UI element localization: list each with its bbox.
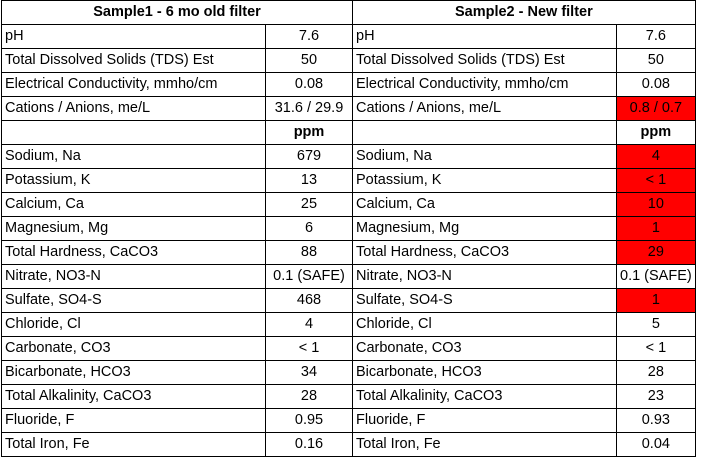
sample2-value: 0.93 <box>616 408 696 433</box>
sample2-value: 1 <box>616 288 696 313</box>
sample1-parameter-label: Fluoride, F <box>1 408 266 433</box>
table-row: Fluoride, F 0.95 Fluoride, F 0.93 <box>1 408 696 433</box>
sample2-value: 50 <box>616 48 696 73</box>
sample2-value: 0.04 <box>616 432 696 457</box>
sample1-parameter-label <box>1 120 266 145</box>
sample2-value: 29 <box>616 240 696 265</box>
sample1-value: 88 <box>265 240 353 265</box>
sample2-parameter-label: Potassium, K <box>352 168 617 193</box>
table-row: Sodium, Na 679 Sodium, Na 4 <box>1 144 696 169</box>
table-row: Sulfate, SO4-S 468 Sulfate, SO4-S 1 <box>1 288 696 313</box>
sample2-header: Sample2 - New filter <box>352 0 696 25</box>
sample2-parameter-label: Sodium, Na <box>352 144 617 169</box>
sample1-value: 50 <box>265 48 353 73</box>
table-row: Total Iron, Fe 0.16 Total Iron, Fe 0.04 <box>1 432 696 457</box>
sample2-parameter-label: Cations / Anions, me/L <box>352 96 617 121</box>
sample2-parameter-label: Fluoride, F <box>352 408 617 433</box>
table-row: Potassium, K 13 Potassium, K < 1 <box>1 168 696 193</box>
sample2-parameter-label: Carbonate, CO3 <box>352 336 617 361</box>
sample2-value: 7.6 <box>616 24 696 49</box>
sample1-value: 468 <box>265 288 353 313</box>
sample1-value: 25 <box>265 192 353 217</box>
sample1-parameter-label: Carbonate, CO3 <box>1 336 266 361</box>
sample1-value: 0.16 <box>265 432 353 457</box>
sample1-parameter-label: Total Hardness, CaCO3 <box>1 240 266 265</box>
table-row: Total Hardness, CaCO3 88 Total Hardness, C… <box>1 240 696 265</box>
sample2-value: 10 <box>616 192 696 217</box>
sample2-value: 5 <box>616 312 696 337</box>
sample1-value: 31.6 / 29.9 <box>265 96 353 121</box>
sample1-unit-label: ppm <box>265 120 353 145</box>
sample1-parameter-label: Sulfate, SO4-S <box>1 288 266 313</box>
sample2-parameter-label: Chloride, Cl <box>352 312 617 337</box>
table-row: Total Alkalinity, CaCO3 28 Total Alkalinit… <box>1 384 696 409</box>
sample2-parameter-label: Electrical Conductivity, mmho/cm <box>352 72 617 97</box>
table-row: Bicarbonate, HCO3 34 Bicarbonate, HCO3 28 <box>1 360 696 385</box>
sample1-header: Sample1 - 6 mo old filter <box>1 0 353 25</box>
sample2-value: 23 <box>616 384 696 409</box>
sample1-value: < 1 <box>265 336 353 361</box>
sample1-value: 679 <box>265 144 353 169</box>
sample1-value: 13 <box>265 168 353 193</box>
sample2-value: 4 <box>616 144 696 169</box>
sample2-value: 28 <box>616 360 696 385</box>
sample2-parameter-label: Magnesium, Mg <box>352 216 617 241</box>
sample2-parameter-label: Calcium, Ca <box>352 192 617 217</box>
sample2-parameter-label: pH <box>352 24 617 49</box>
sample2-parameter-label: Total Iron, Fe <box>352 432 617 457</box>
sample1-parameter-label: Calcium, Ca <box>1 192 266 217</box>
sample2-value: < 1 <box>616 168 696 193</box>
sample1-parameter-label: Sodium, Na <box>1 144 266 169</box>
table-row: Electrical Conductivity, mmho/cm 0.08 Elec… <box>1 72 696 97</box>
header-row: Sample1 - 6 mo old filter Sample2 - New … <box>1 0 696 25</box>
sample2-value: 0.1 (SAFE) <box>616 264 696 289</box>
table-row: pH 7.6 pH 7.6 <box>1 24 696 49</box>
table-row: Cations / Anions, me/L 31.6 / 29.9 Cations… <box>1 96 696 121</box>
sample1-parameter-label: pH <box>1 24 266 49</box>
sample1-value: 34 <box>265 360 353 385</box>
sample2-unit-label: ppm <box>616 120 696 145</box>
sample2-value: < 1 <box>616 336 696 361</box>
table-row: Magnesium, Mg 6 Magnesium, Mg 1 <box>1 216 696 241</box>
sample2-parameter-label: Total Dissolved Solids (TDS) Est <box>352 48 617 73</box>
sample1-parameter-label: Total Iron, Fe <box>1 432 266 457</box>
sample1-value: 6 <box>265 216 353 241</box>
table-row: Total Dissolved Solids (TDS) Est 50 Total … <box>1 48 696 73</box>
unit-row: ppm ppm <box>1 120 696 145</box>
sample1-value: 4 <box>265 312 353 337</box>
sample2-value: 1 <box>616 216 696 241</box>
sample2-parameter-label <box>352 120 617 145</box>
table-row: Calcium, Ca 25 Calcium, Ca 10 <box>1 192 696 217</box>
sample1-value: 7.6 <box>265 24 353 49</box>
sample2-value: 0.08 <box>616 72 696 97</box>
sample1-parameter-label: Potassium, K <box>1 168 266 193</box>
sample1-parameter-label: Bicarbonate, HCO3 <box>1 360 266 385</box>
sample1-parameter-label: Chloride, Cl <box>1 312 266 337</box>
sample1-parameter-label: Total Dissolved Solids (TDS) Est <box>1 48 266 73</box>
sample1-value: 28 <box>265 384 353 409</box>
sample1-parameter-label: Total Alkalinity, CaCO3 <box>1 384 266 409</box>
sample1-parameter-label: Electrical Conductivity, mmho/cm <box>1 72 266 97</box>
sample2-parameter-label: Total Hardness, CaCO3 <box>352 240 617 265</box>
sample1-value: 0.1 (SAFE) <box>265 264 353 289</box>
sample1-parameter-label: Cations / Anions, me/L <box>1 96 266 121</box>
sample2-parameter-label: Nitrate, NO3-N <box>352 264 617 289</box>
table-row: Carbonate, CO3 < 1 Carbonate, CO3 < 1 <box>1 336 696 361</box>
sample1-value: 0.08 <box>265 72 353 97</box>
water-analysis-table: Sample1 - 6 mo old filter Sample2 - New … <box>1 0 696 457</box>
sample1-parameter-label: Nitrate, NO3-N <box>1 264 266 289</box>
sample1-parameter-label: Magnesium, Mg <box>1 216 266 241</box>
sample1-value: 0.95 <box>265 408 353 433</box>
sample2-parameter-label: Total Alkalinity, CaCO3 <box>352 384 617 409</box>
sample2-value: 0.8 / 0.7 <box>616 96 696 121</box>
table-row: Nitrate, NO3-N 0.1 (SAFE) Nitrate, NO3-N 0.… <box>1 264 696 289</box>
sample2-parameter-label: Sulfate, SO4-S <box>352 288 617 313</box>
table-row: Chloride, Cl 4 Chloride, Cl 5 <box>1 312 696 337</box>
sample2-parameter-label: Bicarbonate, HCO3 <box>352 360 617 385</box>
